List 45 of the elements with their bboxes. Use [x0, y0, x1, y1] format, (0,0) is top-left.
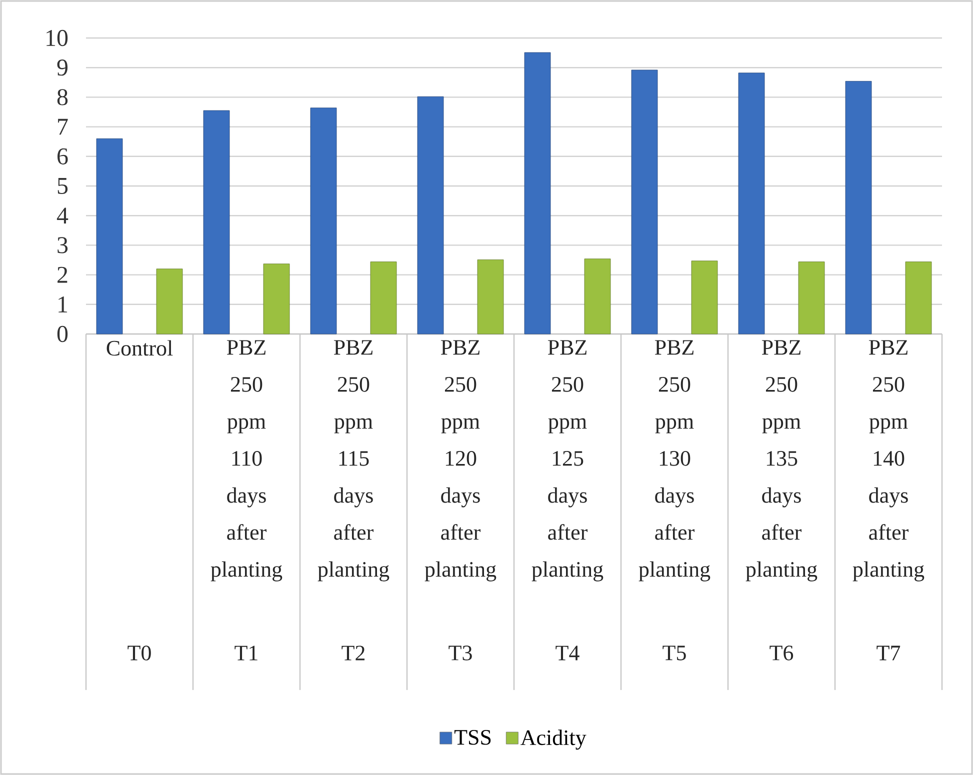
y-tick-label: 0 [57, 326, 68, 342]
text: T1 [234, 646, 258, 660]
y-tick-label: 4 [56, 208, 68, 224]
x-tick-label: Control [106, 340, 173, 356]
bar [156, 268, 183, 334]
text: T2 [342, 646, 365, 660]
bar [203, 110, 230, 334]
bar [738, 72, 765, 334]
bar [370, 262, 397, 334]
category-label: PBZ 250 ppm 140 days after planting [852, 340, 924, 582]
y-tick-label: 5 [58, 178, 68, 194]
category-label: PBZ 250 ppm 130 days after planting [638, 340, 710, 582]
text: T5 [662, 646, 686, 660]
text: T7 [876, 646, 900, 660]
y-tick-label: 1 [58, 296, 68, 312]
y-tick-label: 8 [57, 89, 68, 106]
bar [477, 260, 504, 334]
bar [524, 52, 551, 334]
category-label: PBZ 250 ppm 125 days after planting [532, 340, 604, 582]
bar [263, 264, 290, 334]
text: T0 [128, 646, 151, 660]
category-label: PBZ 250 ppm 115 days after planting [318, 340, 390, 582]
y-tick-label: 7 [58, 118, 68, 135]
text: T4 [556, 646, 580, 660]
category-label: PBZ 250 ppm 110 days after planting [210, 340, 282, 582]
legend-label: Acidity [520, 730, 586, 750]
y-tick-label: 3 [58, 237, 68, 254]
legend-label: TSS [454, 730, 491, 745]
bar [905, 262, 932, 334]
category-label: PBZ 250 ppm 120 days after planting [424, 340, 496, 582]
bar [584, 258, 611, 334]
bar [417, 96, 444, 334]
bar [631, 70, 658, 334]
bar [691, 260, 718, 334]
text: T3 [448, 646, 472, 660]
bar [96, 138, 123, 334]
y-tick-label: 2 [58, 266, 68, 283]
bar [310, 108, 337, 334]
bar [798, 262, 825, 334]
category-label: PBZ 250 ppm 135 days after planting [746, 340, 818, 582]
y-tick-label: 9 [57, 60, 68, 76]
text: T6 [770, 646, 794, 660]
bar [845, 81, 872, 334]
y-tick-label: 10 [46, 30, 68, 46]
y-tick-label: 6 [58, 148, 68, 164]
